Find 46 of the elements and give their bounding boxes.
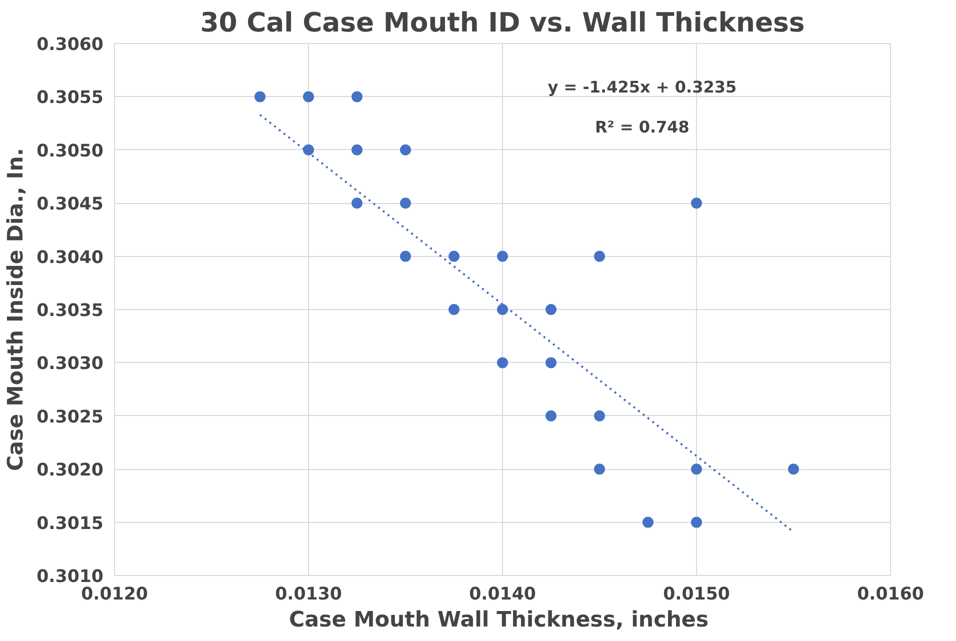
point: [546, 304, 556, 315]
point: [400, 144, 411, 156]
point: [448, 250, 460, 262]
point: [691, 198, 702, 209]
y-tick-label: 0.3020: [36, 460, 104, 481]
point: [691, 516, 702, 528]
y-tick-label: 0.3055: [36, 88, 104, 108]
point: [642, 516, 654, 528]
point: [497, 250, 508, 262]
y-tick-label: 0.3010: [36, 567, 104, 587]
point: [497, 357, 508, 368]
point: [546, 410, 556, 422]
point: [691, 464, 702, 475]
point: [303, 91, 314, 102]
point: [254, 91, 266, 102]
y-tick-label: 0.3060: [36, 35, 104, 55]
annotation: R² = 0.748: [594, 118, 690, 137]
point: [352, 144, 362, 156]
x-tick-label: 0.0160: [857, 584, 924, 604]
x-tick-label: 0.0120: [81, 584, 148, 604]
point: [594, 250, 605, 262]
point: [352, 198, 362, 209]
point: [448, 304, 460, 315]
x-tick-label: 0.0140: [469, 584, 536, 604]
x-axis-title: Case Mouth Wall Thickness, inches: [288, 608, 709, 632]
y-tick-label: 0.3025: [36, 407, 104, 428]
y-tick-label: 0.3045: [36, 194, 104, 215]
point: [400, 250, 411, 262]
point: [303, 144, 314, 156]
y-tick-label: 0.3030: [36, 354, 104, 374]
point: [497, 304, 508, 315]
point: [546, 357, 556, 368]
y-axis-title: Case Mouth Inside Dia., In.: [4, 148, 29, 472]
chart-title: 30 Cal Case Mouth ID vs. Wall Thickness: [200, 8, 805, 38]
point: [352, 91, 362, 102]
point: [788, 464, 799, 475]
point: [594, 464, 605, 475]
y-tick-label: 0.3050: [36, 141, 104, 162]
point: [400, 198, 411, 209]
y-tick-label: 0.3040: [36, 248, 104, 268]
x-tick-label: 0.0130: [275, 584, 342, 604]
y-tick-label: 0.3015: [36, 514, 104, 534]
annotation: y = -1.425x + 0.3235: [548, 78, 737, 97]
y-tick-label: 0.3035: [36, 301, 104, 321]
point: [594, 410, 605, 422]
x-tick-label: 0.0150: [663, 584, 730, 604]
